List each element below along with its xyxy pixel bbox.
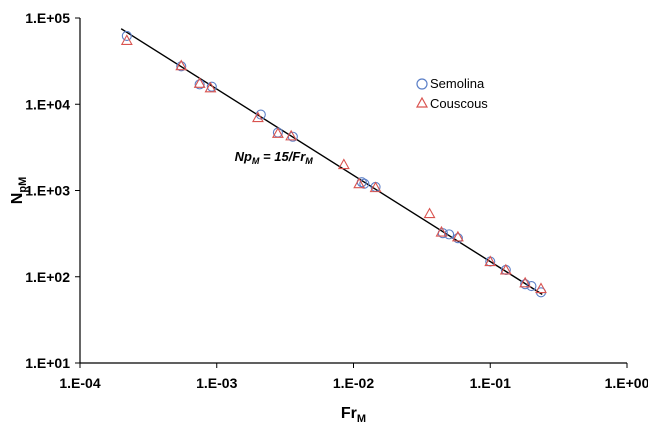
point-semolina bbox=[452, 233, 463, 244]
y-tick-label: 1.E+04 bbox=[25, 96, 70, 112]
point-couscous bbox=[193, 77, 206, 88]
legend-marker-semolina bbox=[416, 78, 428, 90]
x-axis-title: FrM bbox=[341, 405, 366, 425]
y-tick-label: 1.E+02 bbox=[25, 269, 70, 285]
point-couscous bbox=[204, 81, 217, 93]
x-tick-label: 1.E+00 bbox=[605, 375, 648, 391]
point-couscous bbox=[353, 177, 366, 189]
point-couscous bbox=[451, 230, 464, 242]
point-couscous bbox=[423, 207, 436, 219]
y-axis-title: NpM bbox=[9, 177, 29, 204]
fit-line bbox=[120, 28, 543, 295]
point-couscous bbox=[369, 181, 382, 193]
axes bbox=[79, 18, 627, 364]
point-couscous bbox=[484, 255, 497, 267]
point-couscous bbox=[175, 59, 188, 71]
point-semolina bbox=[206, 81, 217, 92]
y-tick-label: 1.E+03 bbox=[25, 183, 70, 199]
fit-equation-label: NpM = 15/FrM bbox=[235, 149, 314, 166]
legend-label-semolina: Semolina bbox=[430, 76, 485, 91]
point-couscous bbox=[251, 111, 264, 123]
point-couscous bbox=[499, 263, 512, 275]
y-tick-label: 1.E+05 bbox=[25, 10, 70, 26]
x-tick-label: 1.E-02 bbox=[333, 375, 374, 391]
point-couscous bbox=[120, 34, 133, 45]
legend-label-couscous: Couscous bbox=[430, 96, 488, 111]
point-semolina bbox=[194, 79, 205, 90]
y-tick-label: 1.E+01 bbox=[25, 355, 70, 371]
point-couscous bbox=[285, 129, 298, 141]
data-points bbox=[120, 30, 547, 298]
point-semolina bbox=[121, 30, 132, 41]
x-tick-label: 1.E-03 bbox=[196, 375, 237, 391]
x-tick-label: 1.E-04 bbox=[59, 375, 100, 391]
fit-line-group bbox=[120, 28, 543, 295]
x-tick-label: 1.E-01 bbox=[470, 375, 511, 391]
point-couscous bbox=[535, 282, 547, 294]
point-couscous bbox=[271, 127, 284, 138]
legend: Semolina Couscous bbox=[415, 76, 488, 111]
ticks: 1.E-04 1.E-03 1.E-02 1.E-01 1.E+00 1.E+01 1.E+… bbox=[25, 10, 648, 391]
point-couscous bbox=[519, 276, 532, 288]
point-semolina bbox=[176, 61, 187, 72]
point-semolina bbox=[520, 279, 531, 290]
point-couscous bbox=[435, 225, 448, 237]
point-semolina bbox=[444, 229, 455, 240]
legend-marker-couscous bbox=[415, 96, 429, 108]
point-semolina bbox=[526, 281, 537, 292]
point-couscous bbox=[337, 158, 350, 170]
